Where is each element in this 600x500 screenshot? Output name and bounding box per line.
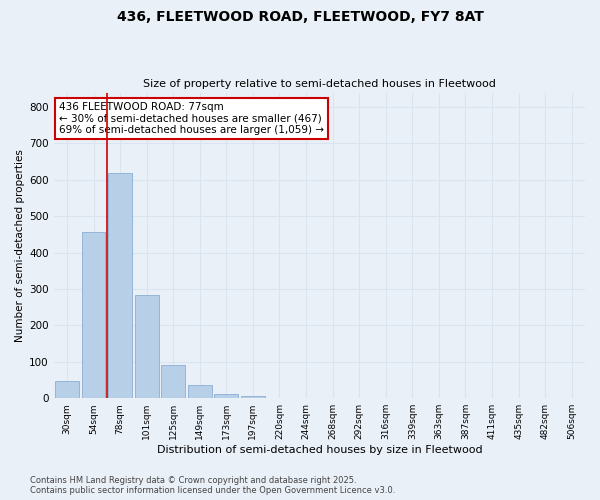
Bar bbox=[214, 394, 238, 398]
Text: 436 FLEETWOOD ROAD: 77sqm
← 30% of semi-detached houses are smaller (467)
69% of: 436 FLEETWOOD ROAD: 77sqm ← 30% of semi-… bbox=[59, 102, 324, 135]
Bar bbox=[241, 396, 265, 398]
Title: Size of property relative to semi-detached houses in Fleetwood: Size of property relative to semi-detach… bbox=[143, 79, 496, 89]
Text: 436, FLEETWOOD ROAD, FLEETWOOD, FY7 8AT: 436, FLEETWOOD ROAD, FLEETWOOD, FY7 8AT bbox=[116, 10, 484, 24]
Bar bbox=[82, 232, 106, 398]
Bar bbox=[55, 381, 79, 398]
Bar bbox=[161, 364, 185, 398]
Text: Contains HM Land Registry data © Crown copyright and database right 2025.
Contai: Contains HM Land Registry data © Crown c… bbox=[30, 476, 395, 495]
Bar bbox=[188, 384, 212, 398]
Y-axis label: Number of semi-detached properties: Number of semi-detached properties bbox=[15, 149, 25, 342]
Bar bbox=[108, 172, 132, 398]
Bar bbox=[134, 294, 158, 398]
X-axis label: Distribution of semi-detached houses by size in Fleetwood: Distribution of semi-detached houses by … bbox=[157, 445, 482, 455]
